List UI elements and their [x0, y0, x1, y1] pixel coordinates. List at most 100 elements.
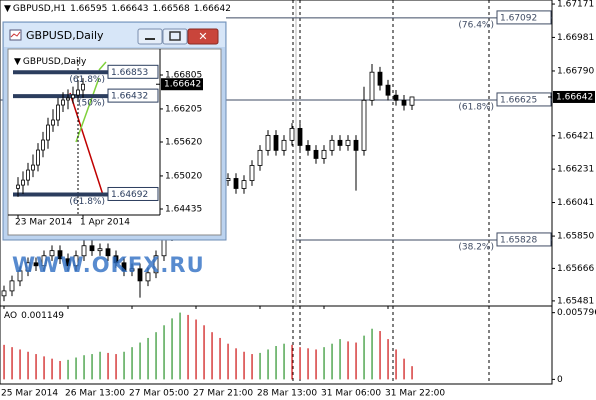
- header-open: 1.66595: [70, 4, 107, 14]
- ao-bar: [99, 351, 101, 380]
- candle-body: [225, 178, 231, 181]
- ao-bar: [307, 348, 309, 380]
- candle-body: [265, 135, 271, 151]
- level-price: 1.67092: [500, 13, 537, 23]
- close-button[interactable]: [187, 28, 219, 45]
- ao-bar: [91, 354, 93, 380]
- ao-bar: [163, 325, 165, 380]
- candle-body: [1, 290, 7, 297]
- level-ratio: (76.4%): [458, 20, 494, 30]
- header-close: 1.66642: [194, 4, 231, 14]
- candle-body: [321, 149, 327, 159]
- y-tick-label: 1.66981: [557, 33, 594, 43]
- candle-body: [329, 139, 335, 151]
- candle-body: [369, 71, 375, 101]
- ao-bar: [179, 312, 181, 380]
- candle-body: [41, 139, 45, 151]
- candle-body: [241, 180, 247, 189]
- candle-body: [71, 94, 75, 99]
- level-box: [496, 92, 552, 107]
- candle-body: [289, 128, 295, 141]
- level-ratio: (61.8%): [458, 102, 494, 112]
- current-price-box: [161, 78, 203, 91]
- ao-bar: [35, 354, 37, 380]
- candle-body: [36, 149, 40, 166]
- ao-bar: [339, 339, 341, 380]
- candle-body: [257, 149, 263, 166]
- ao-bar: [203, 325, 205, 380]
- ao-bar: [259, 352, 261, 380]
- candle-body: [49, 250, 55, 257]
- ao-bar: [219, 337, 221, 380]
- ao-bar: [387, 339, 389, 380]
- candle-body: [76, 89, 80, 96]
- candle-body: [21, 179, 25, 186]
- x-tick-label: 27 Mar 21:00: [193, 389, 253, 399]
- indicator-value: 0.001149: [21, 311, 64, 321]
- candle-body: [61, 99, 65, 106]
- minimize-button[interactable]: [137, 28, 163, 45]
- level-box: [107, 186, 159, 201]
- ao-bar: [67, 359, 69, 380]
- candle-body: [57, 250, 63, 260]
- candle-body: [81, 245, 87, 257]
- x-tick-label: 27 Mar 05:00: [129, 389, 189, 399]
- ao-bar: [139, 342, 141, 380]
- ao-bar: [371, 328, 373, 380]
- ao-bar: [411, 366, 413, 380]
- ao-bar: [315, 349, 317, 380]
- candle-body: [97, 248, 103, 252]
- level-box: [496, 10, 552, 25]
- candle-body: [9, 280, 15, 292]
- ao-bar: [131, 347, 133, 380]
- inset-title: ▼ GBPUSD,Daily: [14, 57, 87, 67]
- ao-bar: [363, 335, 365, 380]
- ao-bar: [299, 347, 301, 380]
- x-tick-label: 25 Mar 2014: [1, 389, 58, 399]
- y-tick-label: 1.65666: [557, 264, 594, 274]
- level-price: 1.64692: [111, 190, 148, 200]
- candle-body: [337, 139, 343, 146]
- ao-bar: [187, 314, 189, 380]
- candle-body: [16, 184, 20, 189]
- candle-body: [377, 71, 383, 86]
- candle-body: [409, 96, 415, 106]
- candle-body: [73, 255, 79, 267]
- candle-body: [17, 270, 23, 282]
- header-low: 1.66568: [153, 4, 190, 14]
- candle-body: [137, 268, 143, 282]
- maximize-button[interactable]: [162, 28, 188, 45]
- current-price-label: 1.66642: [164, 80, 201, 90]
- ao-bar: [243, 351, 245, 380]
- ao-bar: [43, 356, 45, 380]
- candle-body: [89, 245, 95, 252]
- y-tick-label: 1.66041: [557, 198, 594, 208]
- level-price: 1.65828: [500, 235, 537, 245]
- symbol: GBPUSD,H1: [13, 4, 66, 14]
- ao-bar: [59, 360, 61, 380]
- indicator-name: AO: [4, 311, 17, 321]
- level-price: 1.66625: [500, 95, 537, 105]
- ao-bar: [19, 349, 21, 380]
- level-ratio: (61.8%): [69, 197, 105, 207]
- maximize-icon: [169, 31, 181, 41]
- ao-bar: [27, 351, 29, 380]
- ao-bar: [115, 354, 117, 380]
- current-price-box: [553, 90, 595, 103]
- y-tick-label: 1.66421: [557, 131, 594, 141]
- candle-body: [41, 255, 47, 267]
- candle-body: [273, 135, 279, 151]
- candle-body: [129, 268, 135, 272]
- y-tick-label: 0: [557, 375, 563, 385]
- trend-line: [98, 61, 107, 71]
- inset-window: GBPUSD,Daily ✕ ▼ GBPUSD,Daily 1.668051.66…: [2, 21, 227, 241]
- candle-body: [33, 262, 39, 267]
- x-tick-label: 26 Mar 13:00: [65, 389, 125, 399]
- trend-line: [69, 92, 104, 196]
- level-box: [107, 88, 159, 103]
- ao-bar: [107, 352, 109, 380]
- level-ratio: (38.2%): [458, 242, 494, 252]
- candle-body: [233, 178, 239, 189]
- y-tick-label: 1.64435: [165, 205, 202, 215]
